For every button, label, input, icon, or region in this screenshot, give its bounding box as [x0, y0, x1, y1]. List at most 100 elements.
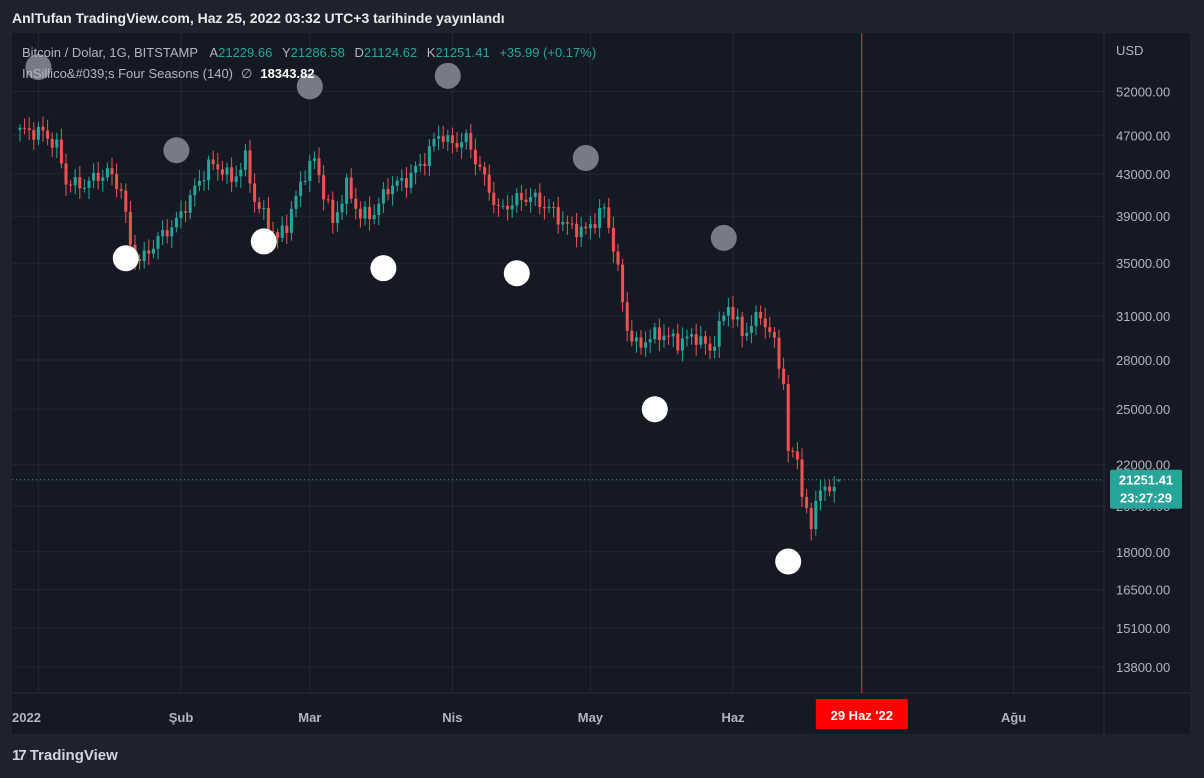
candle: [409, 164, 413, 194]
candle: [671, 329, 675, 348]
price-tick-label: 25000.00: [1116, 402, 1170, 417]
candle: [570, 216, 574, 230]
candle: [561, 211, 565, 232]
candle: [400, 169, 404, 191]
candle-body: [156, 236, 160, 249]
gray-season-marker: [296, 73, 323, 100]
open-value: 21229.66: [218, 45, 273, 60]
candle: [294, 190, 298, 218]
tradingview-logo[interactable]: 17 TradingView: [12, 747, 118, 764]
candle-body: [648, 339, 652, 343]
candle-body: [473, 149, 477, 165]
candle: [363, 201, 367, 226]
candle: [786, 374, 790, 463]
price-tick-label: 22000.00: [1116, 458, 1170, 473]
candle: [50, 132, 54, 157]
candle: [345, 173, 349, 216]
candle-body: [266, 208, 270, 232]
candle: [464, 129, 468, 150]
candle: [685, 329, 689, 347]
candle-body: [418, 163, 422, 166]
candle-body: [414, 165, 418, 173]
candle: [584, 222, 588, 235]
candle: [791, 447, 795, 458]
candle-body: [27, 128, 31, 131]
candle: [644, 331, 648, 357]
candle-body: [565, 222, 569, 224]
candle-body: [225, 167, 229, 175]
candle-body: [188, 195, 192, 213]
tradingview-logo-icon: 17: [12, 747, 27, 764]
gray-season-marker: [434, 62, 461, 89]
candle: [317, 147, 321, 184]
candle-body: [64, 163, 68, 185]
candle-body: [280, 225, 284, 238]
candle: [437, 125, 441, 151]
price-tick-label: 31000.00: [1116, 309, 1170, 324]
candle: [174, 211, 178, 233]
candle: [257, 196, 261, 214]
candle: [124, 183, 128, 223]
candle-body: [722, 315, 726, 322]
candle-body: [492, 192, 496, 205]
price-chart[interactable]: 52000.00 47000.00 43000.00 39000.00 35000.00…: [12, 33, 1190, 734]
indicator-name[interactable]: InSillico&#039;s Four Seasons (140): [22, 66, 234, 81]
high-value: 21286.58: [290, 45, 345, 60]
candle-body: [193, 185, 197, 196]
candle: [322, 165, 326, 211]
candle-body: [455, 143, 459, 148]
candle-body: [78, 177, 82, 189]
candle: [188, 189, 192, 220]
candle: [358, 201, 362, 228]
candle-body: [409, 172, 413, 188]
candle-body: [294, 195, 298, 209]
candle: [239, 162, 243, 188]
date-tick-label: 2022: [12, 710, 41, 725]
candle: [648, 329, 652, 353]
candle: [593, 212, 597, 234]
indicator-value: 18343.82: [260, 66, 315, 81]
candle: [253, 173, 257, 213]
symbol-label[interactable]: Bitcoin / Dolar, 1G, BITSTAMP: [22, 45, 198, 60]
candle-body: [506, 205, 510, 210]
close-value: 21251.41: [435, 45, 490, 60]
candle-body: [703, 336, 707, 344]
candle: [427, 139, 431, 177]
candle: [795, 442, 799, 470]
chart-panel[interactable]: [12, 33, 1190, 734]
candle-body: [248, 150, 252, 184]
candle: [36, 121, 40, 146]
price-tick-label: 15100.00: [1116, 621, 1170, 636]
candle-body: [216, 164, 220, 170]
candle-body: [69, 184, 73, 186]
change-value: +35.99 (+0.17%): [499, 45, 597, 60]
candle-body: [345, 177, 349, 204]
candle: [662, 324, 666, 348]
candle-body: [368, 206, 372, 220]
price-tick-label: 47000.00: [1116, 128, 1170, 143]
gray-season-marker: [572, 145, 599, 172]
price-tick-label: 39000.00: [1116, 209, 1170, 224]
candle: [340, 194, 344, 220]
candle: [634, 331, 638, 353]
candle: [519, 185, 523, 212]
candle-body: [381, 189, 385, 204]
candle-body: [87, 180, 91, 188]
candle-body: [253, 183, 257, 203]
candle-body: [92, 172, 96, 181]
candle: [731, 295, 735, 329]
indicator-symbol-icon: ∅: [241, 66, 253, 81]
candle-body: [391, 185, 395, 195]
candle: [368, 196, 372, 231]
candle: [717, 311, 721, 358]
candle-body: [271, 231, 275, 233]
candle-body: [441, 136, 445, 142]
candle: [234, 165, 238, 188]
white-season-marker: [250, 228, 277, 255]
candle-body: [363, 206, 367, 219]
candle: [690, 328, 694, 345]
candle-body: [542, 206, 546, 209]
candle-body: [335, 212, 339, 223]
last-price-tag-bg: [1110, 469, 1182, 509]
candle-body: [464, 133, 468, 143]
